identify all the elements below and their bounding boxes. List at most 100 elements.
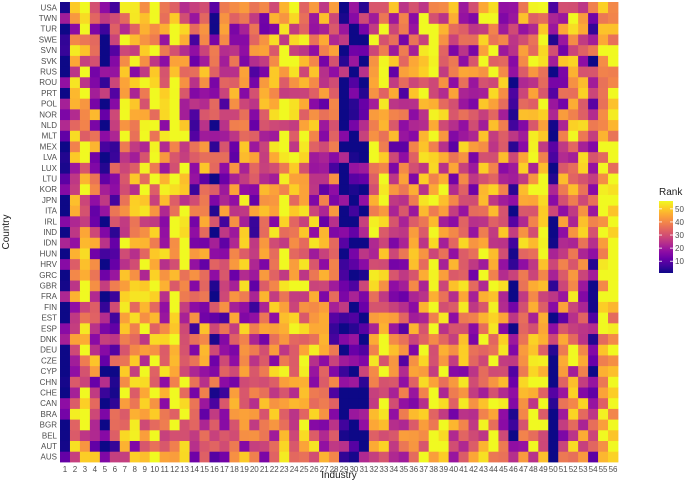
heatmap-cell xyxy=(259,108,270,121)
heatmap-cell xyxy=(368,397,380,409)
heatmap-cell xyxy=(348,419,360,431)
heatmap-cell xyxy=(259,34,270,46)
x-tick-label: 49 xyxy=(539,465,548,474)
heatmap-cell xyxy=(498,130,509,142)
heatmap-cell xyxy=(179,365,190,377)
heatmap-cell xyxy=(378,194,390,206)
heatmap-cell xyxy=(209,205,220,217)
heatmap-cell xyxy=(119,76,131,88)
heatmap-cell xyxy=(299,322,310,335)
heatmap-cell xyxy=(398,280,410,292)
heatmap-cell xyxy=(418,333,430,345)
heatmap-cell xyxy=(418,66,430,78)
heatmap-cell xyxy=(139,87,151,99)
heatmap-cell xyxy=(508,66,519,78)
heatmap-cell xyxy=(119,451,131,463)
heatmap-cell xyxy=(428,333,440,345)
heatmap-cell xyxy=(69,55,81,67)
heatmap-cell xyxy=(339,397,350,409)
heatmap-cell xyxy=(99,55,111,67)
heatmap-cell xyxy=(578,248,589,260)
heatmap-cell xyxy=(608,76,619,88)
heatmap-cell xyxy=(119,376,131,388)
heatmap-cell xyxy=(398,440,410,452)
heatmap-cell xyxy=(219,333,230,345)
heatmap-cell xyxy=(69,2,81,14)
heatmap-cell xyxy=(289,429,300,442)
heatmap-cell xyxy=(89,44,101,56)
heatmap-cell xyxy=(189,301,200,313)
heatmap-cell xyxy=(398,87,410,99)
heatmap-cell xyxy=(578,130,589,142)
heatmap-cell xyxy=(388,76,400,88)
heatmap-cell xyxy=(129,87,141,99)
heatmap-cell xyxy=(179,397,190,409)
heatmap-cell xyxy=(418,344,430,356)
heatmap-cell xyxy=(538,429,549,442)
heatmap-cell xyxy=(558,440,569,452)
heatmap-cell xyxy=(558,258,569,270)
heatmap-cell xyxy=(358,2,370,14)
heatmap-cell xyxy=(478,258,489,270)
heatmap-cell xyxy=(89,141,101,153)
heatmap-cell xyxy=(189,365,200,377)
heatmap-cell xyxy=(89,12,101,24)
heatmap-cell xyxy=(269,397,280,409)
heatmap-cell xyxy=(348,248,360,260)
heatmap-cell xyxy=(259,451,270,463)
heatmap-cell xyxy=(598,98,609,110)
heatmap-cell xyxy=(358,451,370,463)
heatmap-cell xyxy=(608,290,619,302)
heatmap-cell xyxy=(348,98,360,110)
heatmap-cell xyxy=(518,355,529,367)
x-tick-label: 37 xyxy=(419,465,428,474)
heatmap-cell xyxy=(199,344,210,356)
heatmap-cell xyxy=(89,419,101,431)
heatmap-cell xyxy=(368,151,380,163)
heatmap-cell xyxy=(508,419,519,431)
heatmap-cell xyxy=(60,34,71,46)
heatmap-cell xyxy=(60,440,71,452)
heatmap-cell xyxy=(458,312,469,324)
heatmap-cell xyxy=(438,205,450,217)
heatmap-cell xyxy=(468,312,479,324)
heatmap-cell xyxy=(368,215,380,228)
heatmap-cell xyxy=(398,451,410,463)
heatmap-cell xyxy=(309,23,320,35)
heatmap-cell xyxy=(478,333,489,345)
heatmap-cell xyxy=(209,215,220,228)
heatmap-cell xyxy=(129,237,141,249)
heatmap-cell xyxy=(428,119,440,131)
heatmap-cell xyxy=(408,23,420,35)
heatmap-cell xyxy=(418,440,430,452)
heatmap-cell xyxy=(69,280,81,292)
heatmap-cell xyxy=(309,55,320,67)
heatmap-cell xyxy=(279,248,290,260)
heatmap-cell xyxy=(558,269,569,281)
heatmap-cell xyxy=(219,376,230,388)
x-tick-label: 54 xyxy=(589,465,598,474)
heatmap-cell xyxy=(468,355,479,367)
heatmap-cell xyxy=(608,408,619,420)
heatmap-cell xyxy=(508,440,519,452)
x-tick-label: 24 xyxy=(290,465,299,474)
heatmap-cell xyxy=(418,108,430,121)
heatmap-cell xyxy=(358,301,370,313)
heatmap-cell xyxy=(259,55,270,67)
heatmap-cell xyxy=(159,419,171,431)
heatmap-cell xyxy=(578,333,589,345)
heatmap-cell xyxy=(219,119,230,131)
heatmap-cell xyxy=(378,12,390,24)
heatmap-cell xyxy=(518,408,529,420)
heatmap-cell xyxy=(159,269,171,281)
heatmap-cell xyxy=(438,87,450,99)
heatmap-cell xyxy=(209,408,220,420)
heatmap-cell xyxy=(588,301,599,313)
heatmap-cell xyxy=(309,183,320,195)
heatmap-cell xyxy=(89,162,101,174)
heatmap-cell xyxy=(259,440,270,452)
heatmap-cell xyxy=(199,429,210,442)
heatmap-cell xyxy=(129,248,141,260)
heatmap-cell xyxy=(518,387,529,399)
heatmap-cell xyxy=(518,2,529,14)
